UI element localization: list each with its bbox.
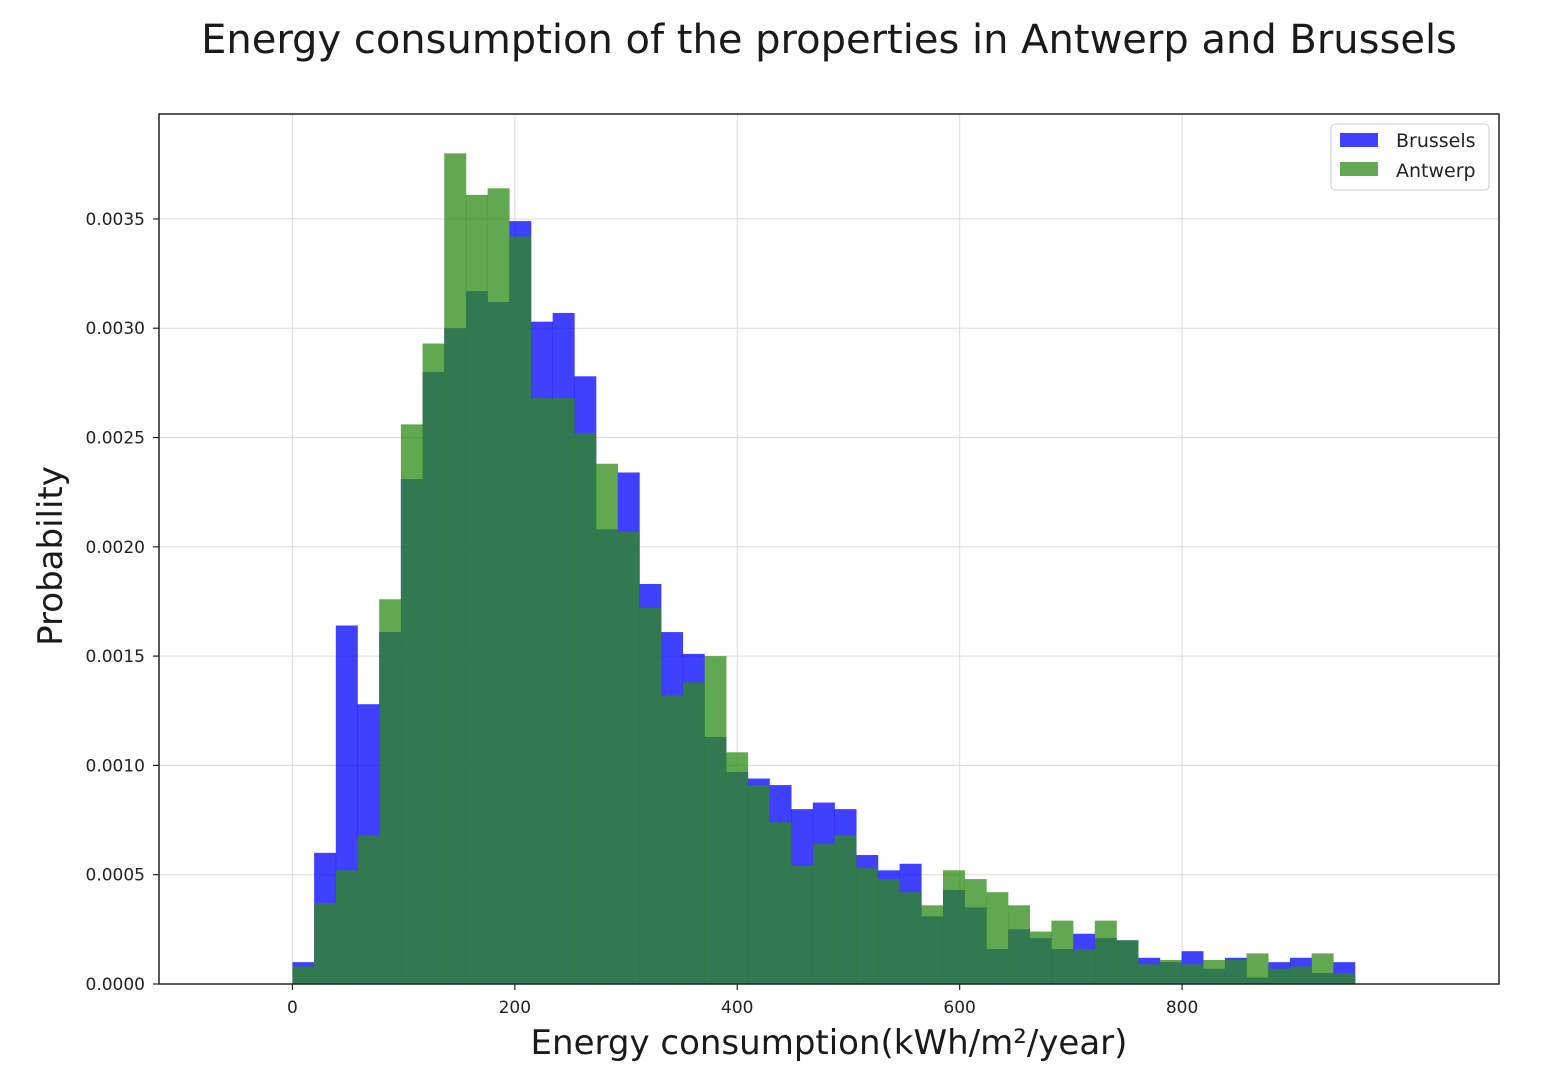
bar-antwerp xyxy=(921,905,944,984)
x-tick-label: 600 xyxy=(943,998,975,1018)
y-tick-label: 0.0005 xyxy=(86,866,145,886)
bar-antwerp xyxy=(639,608,662,984)
bar-antwerp xyxy=(1094,920,1117,984)
bar-antwerp xyxy=(574,433,597,984)
bar-antwerp xyxy=(1138,964,1161,984)
legend: Brussels Antwerp xyxy=(1330,123,1490,191)
bar-antwerp xyxy=(357,835,380,984)
bar-antwerp xyxy=(1333,973,1356,984)
bar-antwerp xyxy=(856,868,879,984)
bar-antwerp xyxy=(682,682,705,984)
y-tick-label: 0.0000 xyxy=(86,975,145,995)
bar-antwerp xyxy=(530,398,553,984)
x-tick-label: 0 xyxy=(287,998,298,1018)
bar-antwerp xyxy=(812,844,835,984)
x-axis-label: Energy consumption(kWh/m²/year) xyxy=(531,1023,1128,1063)
bar-antwerp xyxy=(444,153,467,984)
y-tick-label: 0.0020 xyxy=(86,538,145,558)
bar-antwerp xyxy=(509,236,532,985)
y-tick-label: 0.0010 xyxy=(86,756,145,776)
bars xyxy=(292,153,1356,985)
legend-swatch-antwerp xyxy=(1340,162,1378,176)
bar-antwerp xyxy=(726,752,749,984)
bar-antwerp xyxy=(1311,953,1334,984)
bar-antwerp xyxy=(379,599,402,984)
bar-antwerp xyxy=(769,822,792,984)
legend-label-brussels: Brussels xyxy=(1396,130,1476,152)
x-tick-label: 800 xyxy=(1166,998,1198,1018)
bar-antwerp xyxy=(1246,953,1269,984)
y-tick-label: 0.0025 xyxy=(86,429,145,449)
y-axis-ticks: 0.0000 0.0005 0.0010 0.0015 0.0020 0.0025 0.00… xyxy=(86,210,159,995)
bar-antwerp xyxy=(1116,940,1139,984)
x-tick-label: 400 xyxy=(721,998,753,1018)
bar-antwerp xyxy=(400,424,423,985)
bar-antwerp xyxy=(1008,905,1031,984)
x-axis-ticks: 0 200 400 600 800 xyxy=(287,984,1198,1018)
legend-swatch-brussels xyxy=(1340,133,1378,147)
bar-antwerp xyxy=(335,870,358,984)
bar-antwerp xyxy=(834,835,857,984)
plot-frame xyxy=(158,113,1500,985)
x-tick-label: 200 xyxy=(499,998,531,1018)
bar-antwerp xyxy=(661,695,684,984)
y-tick-label: 0.0015 xyxy=(86,647,145,667)
bar-antwerp xyxy=(487,188,510,985)
bar-antwerp xyxy=(747,785,770,984)
chart-title: Energy consumption of the properties in … xyxy=(201,17,1457,63)
bar-antwerp xyxy=(617,531,640,984)
bar-antwerp xyxy=(899,892,922,984)
bar-antwerp xyxy=(986,892,1009,984)
bar-antwerp xyxy=(1203,959,1226,984)
legend-label-antwerp: Antwerp xyxy=(1396,160,1476,182)
bar-antwerp xyxy=(422,343,445,985)
y-axis-label: Probability xyxy=(31,466,71,646)
bar-antwerp xyxy=(1268,968,1291,984)
bar-antwerp xyxy=(1181,964,1204,984)
bar-antwerp xyxy=(1289,966,1312,984)
series-antwerp xyxy=(292,153,1356,985)
bar-antwerp xyxy=(1224,959,1247,984)
y-tick-label: 0.0035 xyxy=(86,210,145,230)
bar-antwerp xyxy=(292,966,315,984)
bar-antwerp xyxy=(1159,959,1182,984)
bar-antwerp xyxy=(942,870,965,984)
bar-antwerp xyxy=(1029,931,1052,984)
bar-antwerp xyxy=(552,398,575,984)
bar-antwerp xyxy=(465,194,488,984)
bar-antwerp xyxy=(1051,920,1074,984)
bar-antwerp xyxy=(704,656,727,984)
bar-antwerp xyxy=(877,879,900,984)
bar-antwerp xyxy=(596,463,619,984)
bar-antwerp xyxy=(791,865,814,984)
bar-antwerp xyxy=(964,879,987,984)
y-tick-label: 0.0030 xyxy=(86,319,145,339)
bar-antwerp xyxy=(1073,949,1096,984)
bar-antwerp xyxy=(314,903,337,984)
